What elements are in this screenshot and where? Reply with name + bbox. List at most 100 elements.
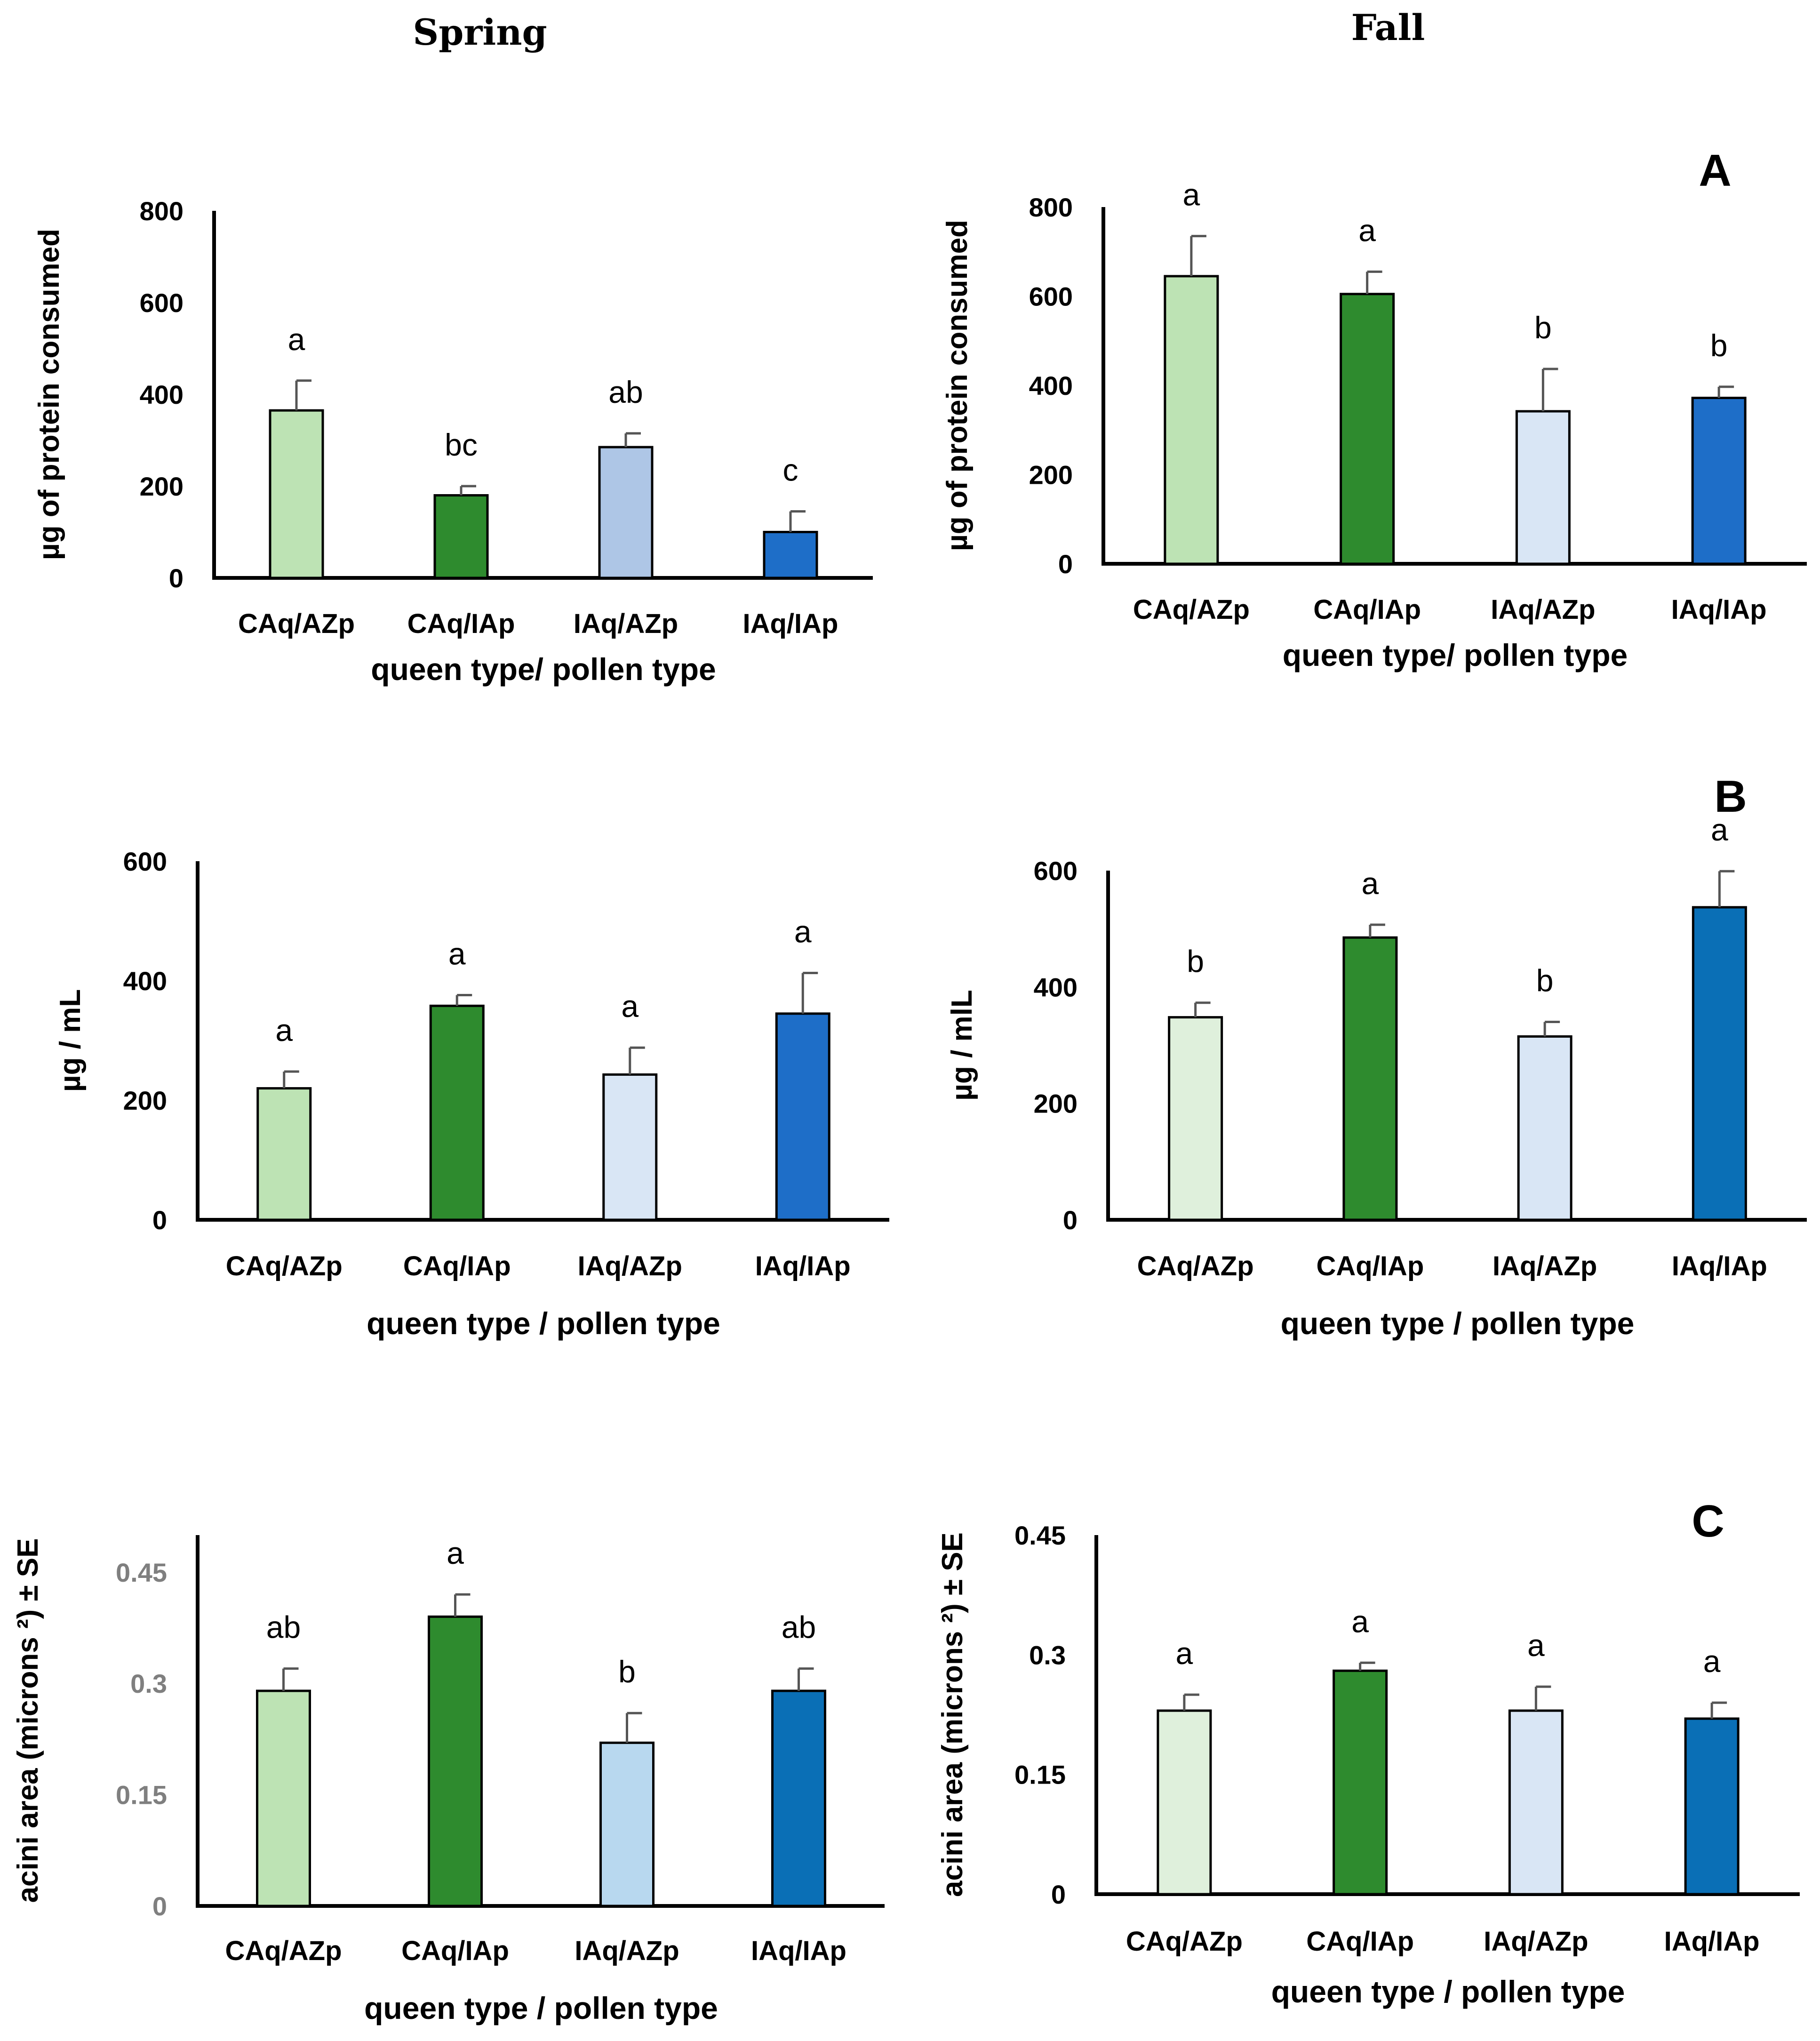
y-tick-label: 0.3 [130, 1669, 167, 1698]
significance-letter-3: b [618, 1654, 636, 1689]
column-title-spring: Spring [413, 11, 547, 53]
bar-2 [428, 1615, 483, 1907]
bar-1 [256, 1689, 311, 1907]
significance-letter-2: bc [445, 427, 478, 462]
category-label-3: IAq/AZp [574, 608, 678, 639]
bar-4 [1684, 1717, 1740, 1896]
bar-2 [433, 494, 489, 579]
significance-letter-3: ab [608, 375, 643, 409]
significance-letter-1: a [275, 1013, 293, 1048]
y-tick-label: 800 [1029, 192, 1073, 222]
y-tick-label: 0 [1063, 1205, 1078, 1235]
bar-2 [1333, 1669, 1388, 1896]
chart-spring-B: 0 200 400 600 µg / mL a CAq/AZp a CAq/IAp a IAq/AZ… [54, 847, 889, 1341]
y-tick-label: 0.45 [116, 1558, 167, 1587]
y-tick-label: 600 [123, 847, 167, 876]
significance-letter-4: a [1703, 1644, 1721, 1679]
category-label-1: CAq/AZp [238, 608, 355, 639]
bar-1 [1157, 1709, 1212, 1896]
panel-letter-c: C [1692, 1496, 1724, 1546]
chart-spring-C: 0 0.15 0.3 0.45 acini area (microns ²) ± SE a… [12, 1535, 885, 2025]
category-label-2: CAq/IAp [1306, 1926, 1414, 1957]
y-tick-label: 400 [1034, 972, 1078, 1002]
significance-letter-1: b [1187, 944, 1204, 979]
panel-letter-a: A [1699, 145, 1731, 196]
category-label-4: IAq/IAp [1672, 1251, 1767, 1281]
bar-3 [1508, 1709, 1564, 1896]
y-tick-label: 200 [140, 472, 184, 501]
significance-letter-2: a [1362, 866, 1379, 901]
significance-letter-3: b [1536, 963, 1554, 998]
significance-letter-3: a [621, 989, 639, 1024]
y-tick-label: 400 [140, 380, 184, 409]
bar-3 [602, 1073, 658, 1221]
category-label-3: IAq/AZp [578, 1251, 682, 1281]
significance-letter-4: c [783, 453, 798, 488]
category-label-3: IAq/AZp [1484, 1926, 1588, 1957]
bar-3 [1515, 410, 1571, 565]
significance-letter-2: a [1351, 1604, 1369, 1639]
bar-2 [1340, 293, 1395, 565]
significance-letter-4: ab [782, 1610, 816, 1645]
bar-4 [1691, 397, 1747, 565]
significance-letter-4: a [1711, 812, 1728, 847]
x-axis-label: queen type / pollen type [1281, 1306, 1635, 1341]
y-tick-label: 200 [1034, 1089, 1078, 1119]
category-label-4: IAq/IAp [755, 1251, 851, 1281]
chart-fall-C: 0 0.15 0.3 0.45 acini area (microns ²) ± SE a… [936, 1521, 1800, 2009]
category-label-3: IAq/AZp [1493, 1251, 1597, 1281]
bar-4 [775, 1012, 830, 1221]
x-axis-label: queen type/ pollen type [371, 652, 716, 687]
significance-letter-1: a [288, 322, 305, 357]
x-axis-label: queen type / pollen type [367, 1306, 720, 1341]
y-tick-label: 600 [1029, 282, 1073, 312]
y-tick-label: 200 [1029, 460, 1073, 490]
bar-2 [429, 1004, 485, 1221]
significance-letter-3: a [1527, 1628, 1545, 1663]
panel-letter-b: B [1714, 771, 1747, 822]
category-label-4: IAq/IAp [751, 1936, 846, 1966]
significance-letter-2: a [447, 1536, 464, 1570]
bar-4 [771, 1689, 826, 1907]
y-tick-label: 0 [169, 563, 184, 593]
y-tick-label: 600 [140, 288, 184, 318]
y-axis-label: µg of protein consumed [941, 220, 974, 551]
significance-letter-1: ab [266, 1610, 301, 1645]
y-tick-label: 600 [1034, 856, 1078, 886]
bar-1 [269, 409, 324, 579]
y-tick-label: 400 [123, 966, 167, 996]
category-label-4: IAq/IAp [1664, 1926, 1760, 1957]
y-axis-label: µg / mlL [946, 990, 978, 1101]
y-axis-label: acini area (microns ²) ± SE [12, 1538, 44, 1903]
y-tick-label: 400 [1029, 371, 1073, 400]
chart-fall-B: 0 200 400 600 µg / mlL b CAq/AZp a CAq/IAp b IAq/A… [946, 812, 1807, 1341]
category-label-3: IAq/AZp [1491, 594, 1595, 625]
y-tick-label: 800 [140, 196, 184, 226]
bar-1 [1168, 1016, 1223, 1221]
y-axis-label: acini area (microns ²) ± SE [936, 1532, 969, 1897]
category-label-2: CAq/IAp [407, 608, 515, 639]
chart-fall-A: 0 200 400 600 800 µg of protein consumed a CAq/… [941, 177, 1807, 672]
significance-letter-2: a [1358, 213, 1376, 248]
bar-3 [598, 446, 654, 579]
y-tick-label: 0.45 [1014, 1521, 1066, 1550]
category-label-2: CAq/IAp [1313, 594, 1421, 625]
chart-spring-A: 0 200 400 600 800 µg of protein consumed a CAq/… [33, 196, 873, 687]
y-tick-label: 0.15 [116, 1780, 167, 1810]
y-tick-label: 0.15 [1014, 1760, 1066, 1790]
significance-letter-4: b [1710, 328, 1728, 363]
category-label-4: IAq/IAp [743, 608, 838, 639]
bar-4 [763, 531, 818, 579]
column-title-fall: Fall [1351, 7, 1425, 48]
chart-panels: 0 200 400 600 800 µg of protein consumed a CAq/… [12, 177, 1807, 2025]
y-tick-label: 0 [1051, 1880, 1066, 1909]
y-tick-label: 0.3 [1029, 1640, 1066, 1670]
y-axis-label: µg / mL [54, 989, 87, 1092]
bar-1 [256, 1087, 312, 1221]
category-label-3: IAq/AZp [575, 1936, 679, 1966]
bar-1 [1164, 275, 1219, 565]
y-tick-label: 0 [1058, 549, 1073, 579]
x-axis-label: queen type / pollen type [1271, 1974, 1625, 2009]
bar-2 [1342, 936, 1398, 1221]
